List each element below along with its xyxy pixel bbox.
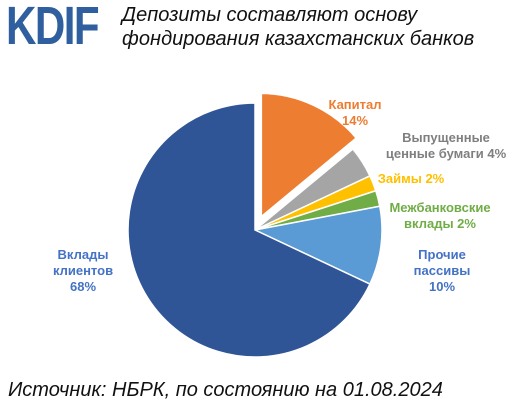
pie-label-prochie-passivy: Прочие пассивы 10% <box>414 247 471 294</box>
pie-label-kapital: Капитал 14% <box>328 97 381 128</box>
pie-label-line: 14% <box>342 113 368 128</box>
pie-chart: Капитал 14%Выпущенные ценные бумаги 4%Займ… <box>52 90 507 358</box>
pie-label-line: 10% <box>429 279 455 294</box>
pie-slice-kapital <box>258 90 361 224</box>
pie-label-line: вклады 2% <box>404 216 476 231</box>
chart-title: Депозиты составляют основу фондирования … <box>122 3 512 51</box>
pie-label-mezhbank-vklady: Межбанковские вклады 2% <box>389 200 490 231</box>
chart-title-line-2: фондирования казахстанских банков <box>122 28 475 50</box>
kdif-logo: KDIF <box>6 0 100 56</box>
pie-slice-vklady-klientov <box>127 102 371 358</box>
pie-label-line: Вклады <box>58 247 109 262</box>
pie-label-line: Межбанковские <box>389 200 490 215</box>
chart-title-line-1: Депозиты составляют основу <box>122 4 418 26</box>
pie-label-vypushchennye-bumagi: Выпущенные ценные бумаги 4% <box>386 130 507 161</box>
pie-label-line: 68% <box>70 279 96 294</box>
pie-label-line: клиентов <box>53 263 113 278</box>
pie-label-zaimy: Займы 2% <box>378 171 445 186</box>
pie-label-line: пассивы <box>414 263 471 278</box>
pie-label-line: Займы 2% <box>378 171 445 186</box>
pie-label-line: Капитал <box>328 97 381 112</box>
pie-slice-prochie-passivy <box>252 205 383 286</box>
source-note: Источник: НБРК, по состоянию на 01.08.20… <box>8 379 443 401</box>
pie-label-line: ценные бумаги 4% <box>386 146 507 161</box>
pie-label-line: Выпущенные <box>402 130 490 145</box>
pie-label-line: Прочие <box>418 247 466 262</box>
pie-label-vklady-klientov: Вклады клиентов 68% <box>53 247 113 294</box>
